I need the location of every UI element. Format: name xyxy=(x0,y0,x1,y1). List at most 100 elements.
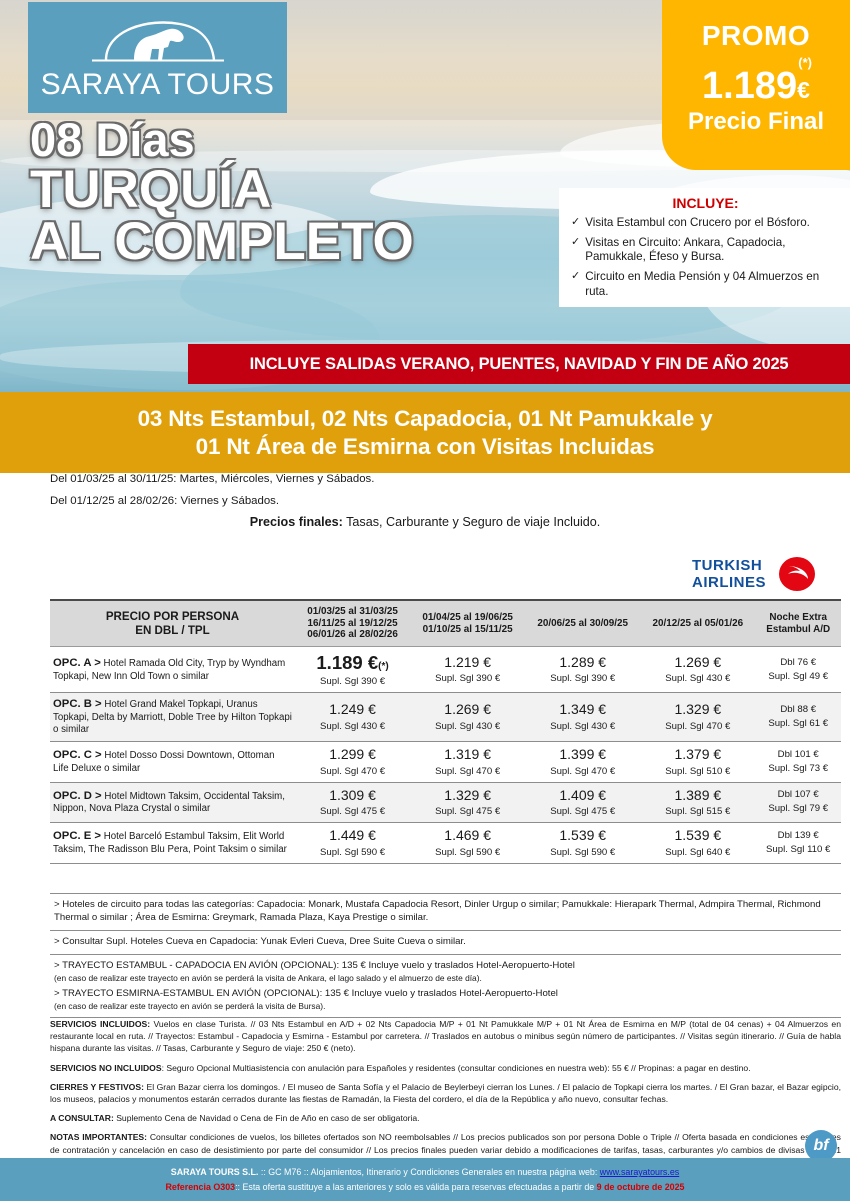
row-code: OPC. E > xyxy=(53,830,102,843)
extra-dbl: Dbl 76 € xyxy=(780,656,817,668)
price-supplement: Supl. Sgl 470 € xyxy=(435,765,501,777)
header-date: 20/06/25 al 30/09/25 xyxy=(537,617,629,629)
row-hotels: OPC. D > Hotel Midtown Taksim, Occidenta… xyxy=(50,782,295,822)
price-cell: 1.269 € Supl. Sgl 430 € xyxy=(410,693,525,742)
extra-night-cell: Dbl 88 € Supl. Sgl 61 € xyxy=(755,693,841,742)
price-cell: 1.269 € Supl. Sgl 430 € xyxy=(640,647,755,693)
row-code: OPC. B > xyxy=(53,698,102,711)
price-cell: 1.409 € Supl. Sgl 475 € xyxy=(525,782,640,822)
extra-night-cell: Dbl 107 € Supl. Sgl 79 € xyxy=(755,782,841,822)
row-code: OPC. A > xyxy=(53,656,101,669)
table-row: OPC. E > Hotel Barceló Estambul Taksim, … xyxy=(50,823,841,864)
header-date: 20/12/25 al 05/01/26 xyxy=(652,617,744,629)
price-cell: 1.539 € Supl. Sgl 640 € xyxy=(640,823,755,863)
price-value: 1.289 € xyxy=(559,653,607,670)
includes-item: ✓ Visita Estambul con Crucero por el Bós… xyxy=(571,216,840,230)
price-supplement: Supl. Sgl 390 € xyxy=(435,673,501,685)
fineprint-consult-label: A CONSULTAR: xyxy=(50,1113,114,1124)
hero-title: 08 Días TURQUÍA AL COMPLETO xyxy=(30,116,630,268)
fineprint-closures-label: CIERRES Y FESTIVOS: xyxy=(50,1081,144,1092)
note-circuit-hotels: > Hoteles de circuito para todas las cat… xyxy=(50,893,841,931)
turkish-airlines-logo-icon: TURKISH AIRLINES xyxy=(692,557,815,591)
price-cell: 1.399 € Supl. Sgl 470 € xyxy=(525,742,640,782)
header-date: 16/11/25 al 19/12/25 xyxy=(307,617,398,629)
extra-dbl: Dbl 107 € xyxy=(777,789,819,801)
note-optional-flights: > TRAYECTO ESTAMBUL - CAPADOCIA EN AVIÓN… xyxy=(50,955,841,1018)
table-row: OPC. A > Hotel Ramada Old City, Tryp by … xyxy=(50,647,841,693)
price-asterisk: (*) xyxy=(378,661,389,673)
price-cell: 1.469 € Supl. Sgl 590 € xyxy=(410,823,525,863)
price-supplement: Supl. Sgl 430 € xyxy=(435,720,501,732)
price-supplement: Supl. Sgl 470 € xyxy=(320,765,386,777)
fineprint-included-text: Vuelos en clase Turista. // 03 Nts Estam… xyxy=(50,1019,841,1054)
price-value: 1.249 € xyxy=(329,701,376,718)
includes-box: INCLUYE: ✓ Visita Estambul con Crucero p… xyxy=(559,188,850,307)
table-row: OPC. B > Hotel Grand Makel Topkapi, Uran… xyxy=(50,692,841,742)
final-prices-text: Tasas, Carburante y Seguro de viaje Incl… xyxy=(342,514,601,529)
price-supplement: Supl. Sgl 590 € xyxy=(550,846,616,858)
extra-dbl: Dbl 139 € xyxy=(777,829,819,841)
table-row: OPC. C > Hotel Dosso Dossi Downtown, Ott… xyxy=(50,742,841,783)
price-value: 1.269 € xyxy=(444,701,491,718)
price-value: 1.379 € xyxy=(674,746,722,763)
price-value: 1.219 € xyxy=(444,653,491,670)
price-cell: 1.349 € Supl. Sgl 430 € xyxy=(525,693,640,742)
extra-sgl: Supl. Sgl 49 € xyxy=(768,670,829,682)
price-supplement: Supl. Sgl 510 € xyxy=(665,765,731,777)
price-value: 1.409 € xyxy=(559,786,607,803)
price-supplement: Supl. Sgl 390 € xyxy=(320,676,386,688)
header-date: 01/04/25 al 19/06/25 xyxy=(422,611,513,623)
brand-logo[interactable]: SARAYA TOURS xyxy=(28,2,287,113)
includes-item-text: Circuito en Media Pensión y 04 Almuerzos… xyxy=(585,270,820,298)
promo-badge: PROMO (*) 1.189€ Precio Final xyxy=(662,0,850,170)
price-cell: 1.289 € Supl. Sgl 390 € xyxy=(525,647,640,693)
price-supplement: Supl. Sgl 475 € xyxy=(435,806,501,818)
price-value: 1.309 € xyxy=(329,786,376,803)
price-table: PRECIO POR PERSONA EN DBL / TPL 01/03/25… xyxy=(50,599,841,864)
final-prices-note: Precios finales: Tasas, Carburante y Seg… xyxy=(0,515,850,529)
fineprint-included: SERVICIOS INCLUIDOS: Vuelos en clase Tur… xyxy=(50,1018,841,1055)
fineprint-not-included: SERVICIOS NO INCLUIDOS: Seguro Opcional … xyxy=(50,1062,841,1074)
fineprint-closures-text: El Gran Bazar cierra los domingos. / El … xyxy=(50,1081,841,1105)
row-hotels: OPC. A > Hotel Ramada Old City, Tryp by … xyxy=(50,647,295,693)
price-cell: 1.389 € Supl. Sgl 515 € xyxy=(640,782,755,822)
footer-bar: SARAYA TOURS S.L. :: GC M76 :: Alojamien… xyxy=(0,1158,850,1201)
airline-name-line1: TURKISH xyxy=(692,557,762,574)
header-period-4: 20/12/25 al 05/01/26 xyxy=(640,599,756,648)
includes-item: ✓ Circuito en Media Pensión y 04 Almuerz… xyxy=(571,270,840,298)
price-cell: 1.449 € Supl. Sgl 590 € xyxy=(295,823,410,863)
fineprint-consult-text: Suplemento Cena de Navidad o Cena de Fin… xyxy=(113,1113,420,1124)
price-value: 1.389 € xyxy=(674,786,722,803)
price-supplement: Supl. Sgl 390 € xyxy=(550,673,616,685)
itinerary-band: 03 Nts Estambul, 02 Nts Capadocia, 01 Nt… xyxy=(0,392,850,473)
price-value: 1.349 € xyxy=(559,701,607,718)
price-cell: 1.379 € Supl. Sgl 510 € xyxy=(640,742,755,782)
itinerary-line2: 01 Nt Área de Esmirna con Visitas Inclui… xyxy=(195,433,655,459)
red-banner: INCLUYE SALIDAS VERANO, PUENTES, NAVIDAD… xyxy=(188,344,850,384)
price-cell: 1.219 € Supl. Sgl 390 € xyxy=(410,647,525,693)
note-flight-2: > TRAYECTO ESMIRNA-ESTAMBUL EN AVIÓN (OP… xyxy=(54,987,558,999)
price-supplement: Supl. Sgl 430 € xyxy=(665,673,731,685)
price-value: 1.539 € xyxy=(674,827,722,844)
fineprint-included-label: SERVICIOS INCLUIDOS: xyxy=(50,1019,151,1029)
includes-title: INCLUYE: xyxy=(672,195,739,211)
extra-night-cell: Dbl 139 € Supl. Sgl 110 € xyxy=(755,823,841,863)
price-cell: 1.189 €(*) Supl. Sgl 390 € xyxy=(295,647,410,693)
footer-website-link[interactable]: www.sarayatours.es xyxy=(599,1167,680,1178)
airline-name-line2: AIRLINES xyxy=(692,574,766,591)
extra-dbl: Dbl 101 € xyxy=(777,748,819,760)
footer-line-1: SARAYA TOURS S.L. :: GC M76 :: Alojamien… xyxy=(171,1165,679,1179)
price-value: 1.449 € xyxy=(329,827,376,844)
price-cell: 1.299 € Supl. Sgl 470 € xyxy=(295,742,410,782)
fineprint-section: SERVICIOS INCLUIDOS: Vuelos en clase Tur… xyxy=(50,1018,841,1175)
extra-sgl: Supl. Sgl 79 € xyxy=(768,803,829,815)
header-period-2: 01/04/25 al 19/06/25 01/10/25 al 15/11/2… xyxy=(410,599,526,648)
brand-name: SARAYA TOURS xyxy=(40,67,275,101)
header-date: 06/01/26 al 28/02/26 xyxy=(307,629,398,641)
includes-item: ✓ Visitas en Circuito: Ankara, Capadocia… xyxy=(571,236,840,264)
row-hotels: OPC. C > Hotel Dosso Dossi Downtown, Ott… xyxy=(50,742,295,782)
bf-badge-icon: bf xyxy=(805,1130,837,1162)
note-flight-1: > TRAYECTO ESTAMBUL - CAPADOCIA EN AVIÓN… xyxy=(54,959,575,971)
price-value: 1.299 € xyxy=(329,746,376,763)
